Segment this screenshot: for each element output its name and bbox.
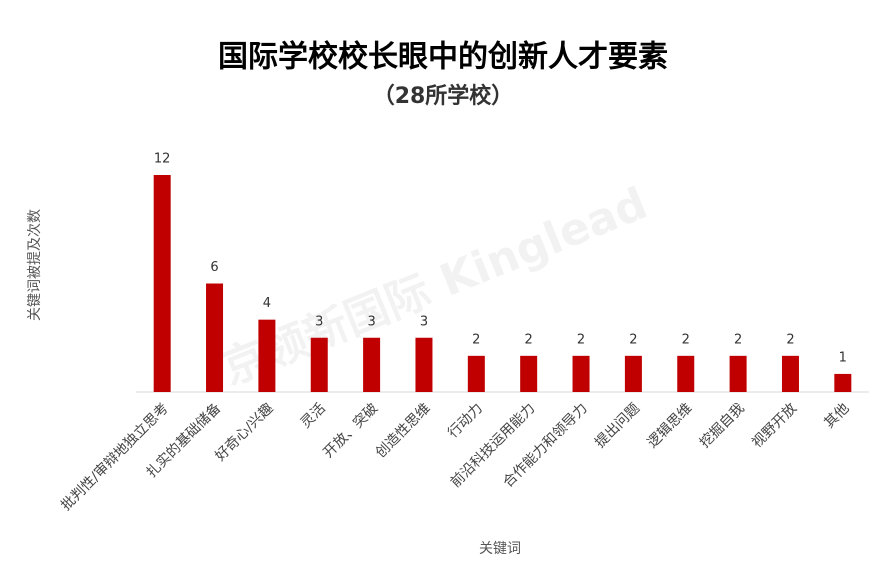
value-label: 2 (682, 332, 690, 347)
bar (153, 175, 171, 392)
value-label: 2 (525, 332, 533, 347)
bar (624, 355, 642, 392)
value-label: 2 (472, 332, 480, 347)
x-tick-label: 提出问题 (592, 400, 643, 451)
value-label: 2 (577, 332, 585, 347)
value-label: 2 (629, 332, 637, 347)
chart-subtitle: （28所学校） (373, 83, 514, 109)
x-tick-label: 逻辑思维 (644, 400, 695, 451)
value-label: 3 (367, 314, 375, 329)
value-label: 4 (263, 296, 271, 311)
bar (677, 355, 695, 392)
bar (729, 355, 747, 392)
x-tick-label: 创造性思维 (373, 400, 434, 461)
x-axis-label: 关键词 (479, 541, 521, 557)
bar (572, 355, 590, 392)
bar (415, 337, 433, 392)
value-label: 2 (786, 332, 794, 347)
value-label: 6 (210, 260, 218, 275)
value-label: 3 (315, 314, 323, 329)
value-label: 12 (154, 152, 171, 167)
x-tick-label: 其他 (821, 400, 852, 431)
bar (834, 373, 852, 392)
bar (467, 355, 485, 392)
x-tick-label: 挖掘自我 (697, 400, 748, 451)
x-tick-label: 开放、突破 (320, 400, 381, 461)
y-axis-label: 关键词被提及次数 (27, 209, 43, 321)
x-tick-label: 视野开放 (749, 400, 800, 451)
value-label: 2 (734, 332, 742, 347)
bar (258, 319, 276, 392)
x-tick-label: 行动力 (445, 400, 486, 441)
bar (781, 355, 799, 392)
bar (520, 355, 538, 392)
bar (310, 337, 328, 392)
value-label: 3 (420, 314, 428, 329)
x-tick-label: 灵活 (298, 400, 329, 431)
bar (206, 283, 224, 392)
chart-title: 国际学校校长眼中的创新人才要素 (218, 40, 668, 75)
value-label: 1 (839, 350, 847, 365)
bar (363, 337, 381, 392)
